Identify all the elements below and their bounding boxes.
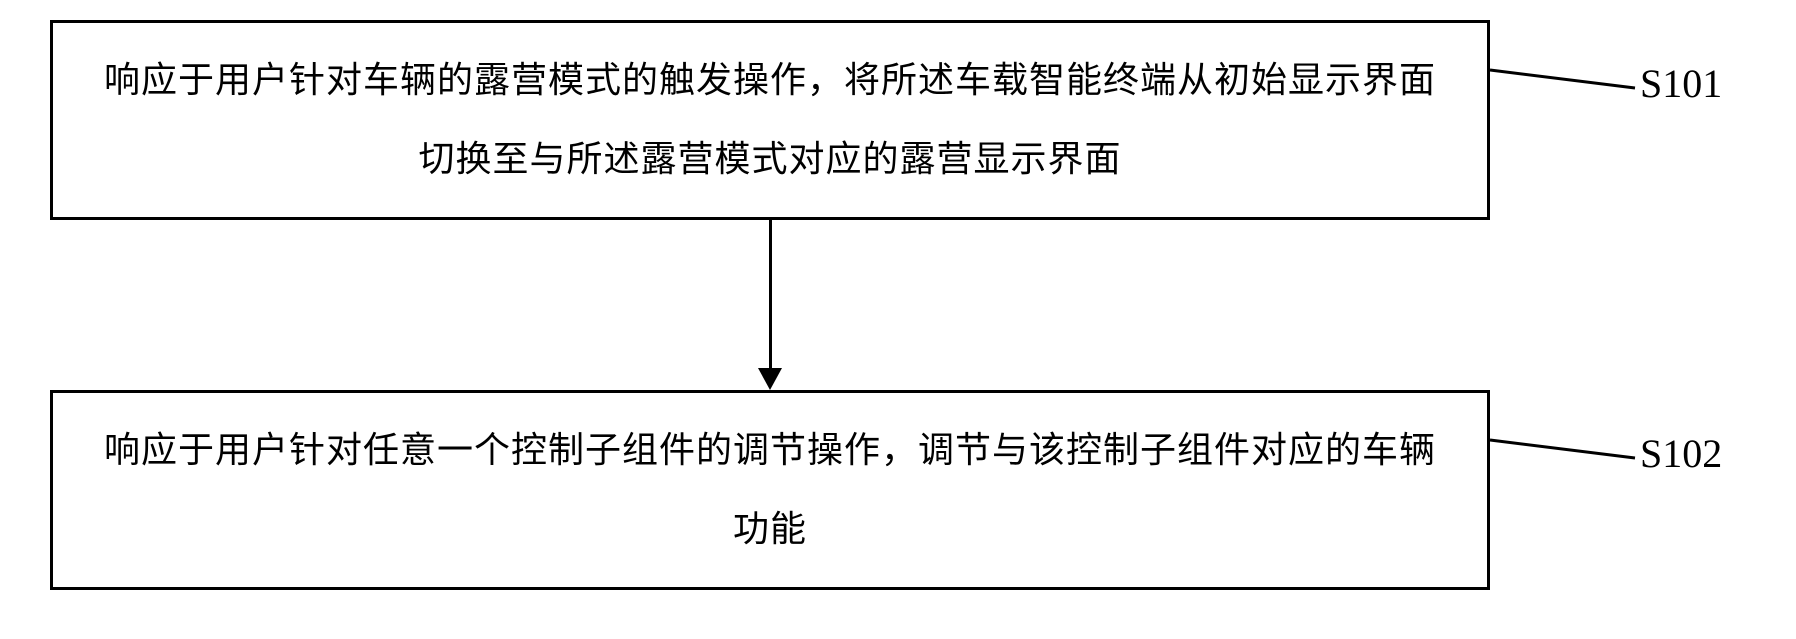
flow-node-s101-text: 响应于用户针对车辆的露营模式的触发操作，将所述车载智能终端从初始显示界面切换至与… [93,41,1447,199]
flow-node-s102: 响应于用户针对任意一个控制子组件的调节操作，调节与该控制子组件对应的车辆功能 [50,390,1490,590]
flow-node-s101: 响应于用户针对车辆的露营模式的触发操作，将所述车载智能终端从初始显示界面切换至与… [50,20,1490,220]
connector-s102 [1490,438,1640,462]
step-label-s101: S101 [1640,60,1722,107]
flow-arrow-line [769,220,772,368]
flow-arrow-head [758,368,782,390]
connector-s101 [1490,68,1640,92]
flow-node-s102-text: 响应于用户针对任意一个控制子组件的调节操作，调节与该控制子组件对应的车辆功能 [93,411,1447,569]
step-label-s102: S102 [1640,430,1722,477]
